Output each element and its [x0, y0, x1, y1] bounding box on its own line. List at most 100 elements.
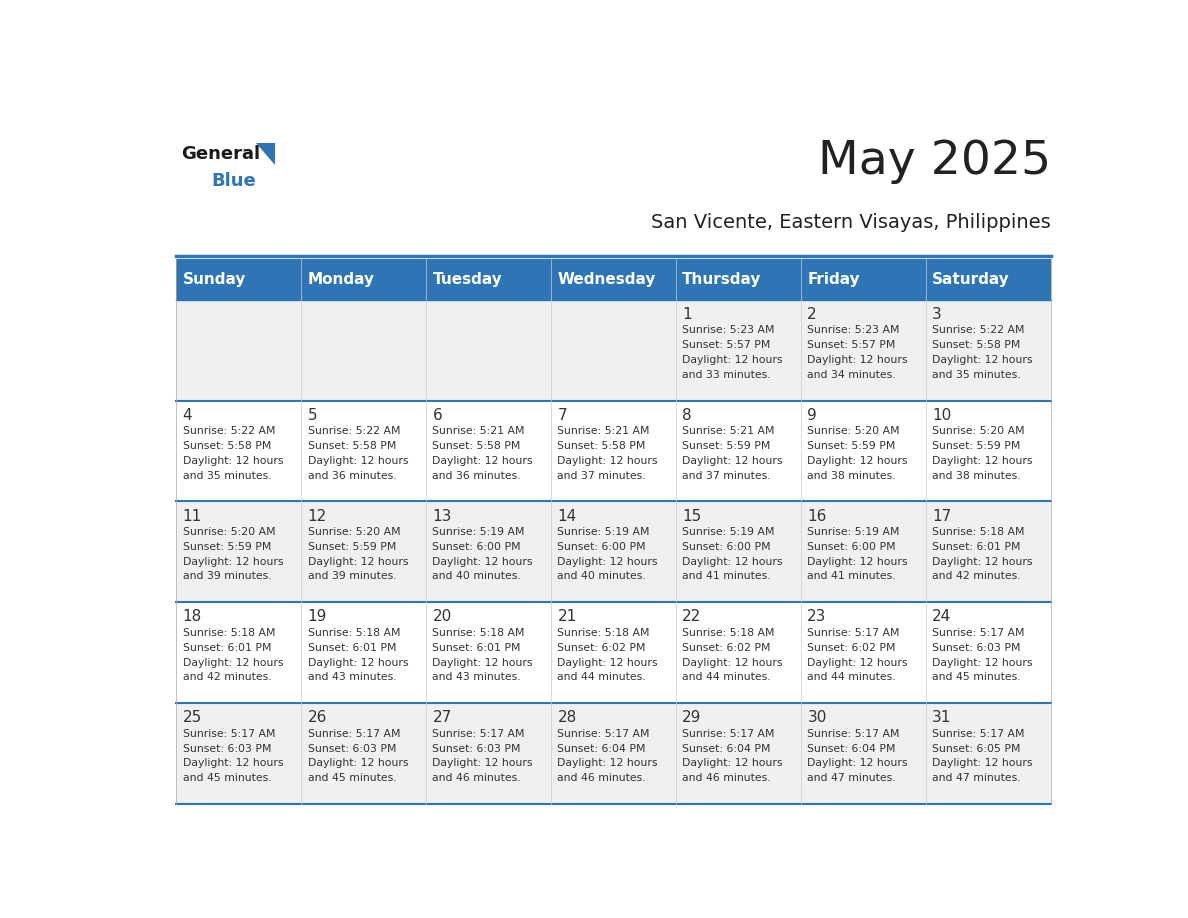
- Text: 10: 10: [933, 408, 952, 422]
- FancyBboxPatch shape: [301, 501, 426, 602]
- Text: Sunrise: 5:21 AM: Sunrise: 5:21 AM: [557, 426, 650, 436]
- FancyBboxPatch shape: [551, 703, 676, 804]
- FancyBboxPatch shape: [801, 703, 925, 804]
- Text: Sunset: 5:59 PM: Sunset: 5:59 PM: [682, 441, 771, 451]
- Text: Sunset: 6:00 PM: Sunset: 6:00 PM: [808, 542, 896, 552]
- Text: and 41 minutes.: and 41 minutes.: [682, 572, 771, 581]
- Text: Sunrise: 5:23 AM: Sunrise: 5:23 AM: [808, 325, 899, 335]
- Text: 25: 25: [183, 711, 202, 725]
- FancyBboxPatch shape: [551, 501, 676, 602]
- Text: Sunset: 6:01 PM: Sunset: 6:01 PM: [432, 643, 522, 653]
- FancyBboxPatch shape: [301, 602, 426, 703]
- Text: Daylight: 12 hours: Daylight: 12 hours: [682, 354, 783, 364]
- FancyBboxPatch shape: [801, 400, 925, 501]
- Text: Sunrise: 5:19 AM: Sunrise: 5:19 AM: [432, 527, 525, 537]
- Text: Daylight: 12 hours: Daylight: 12 hours: [183, 455, 283, 465]
- Text: Sunrise: 5:17 AM: Sunrise: 5:17 AM: [308, 729, 400, 739]
- Text: Sunrise: 5:19 AM: Sunrise: 5:19 AM: [682, 527, 775, 537]
- Text: and 46 minutes.: and 46 minutes.: [557, 773, 646, 783]
- Text: and 36 minutes.: and 36 minutes.: [432, 471, 522, 480]
- FancyBboxPatch shape: [426, 259, 551, 299]
- Text: Sunset: 5:59 PM: Sunset: 5:59 PM: [183, 542, 271, 552]
- Text: Sunrise: 5:17 AM: Sunrise: 5:17 AM: [183, 729, 276, 739]
- Text: Sunrise: 5:18 AM: Sunrise: 5:18 AM: [308, 628, 400, 638]
- Text: Sunset: 5:58 PM: Sunset: 5:58 PM: [557, 441, 646, 451]
- Text: Daylight: 12 hours: Daylight: 12 hours: [557, 657, 658, 667]
- Text: 8: 8: [682, 408, 691, 422]
- Text: Sunrise: 5:18 AM: Sunrise: 5:18 AM: [183, 628, 276, 638]
- Text: Daylight: 12 hours: Daylight: 12 hours: [808, 455, 908, 465]
- Text: Daylight: 12 hours: Daylight: 12 hours: [682, 455, 783, 465]
- Text: Daylight: 12 hours: Daylight: 12 hours: [308, 657, 407, 667]
- Text: and 33 minutes.: and 33 minutes.: [682, 370, 771, 379]
- Text: Daylight: 12 hours: Daylight: 12 hours: [933, 354, 1032, 364]
- Text: and 45 minutes.: and 45 minutes.: [183, 773, 271, 783]
- Text: and 35 minutes.: and 35 minutes.: [183, 471, 271, 480]
- Text: Daylight: 12 hours: Daylight: 12 hours: [432, 758, 533, 768]
- Text: and 45 minutes.: and 45 minutes.: [933, 672, 1020, 682]
- Text: 21: 21: [557, 610, 576, 624]
- FancyBboxPatch shape: [801, 299, 925, 400]
- Text: Sunset: 5:58 PM: Sunset: 5:58 PM: [933, 340, 1020, 350]
- Text: 19: 19: [308, 610, 327, 624]
- FancyBboxPatch shape: [551, 602, 676, 703]
- Text: Daylight: 12 hours: Daylight: 12 hours: [933, 758, 1032, 768]
- Text: and 47 minutes.: and 47 minutes.: [808, 773, 896, 783]
- Text: Daylight: 12 hours: Daylight: 12 hours: [557, 455, 658, 465]
- Text: Daylight: 12 hours: Daylight: 12 hours: [808, 657, 908, 667]
- FancyBboxPatch shape: [925, 501, 1051, 602]
- Text: Monday: Monday: [308, 272, 374, 286]
- Text: 27: 27: [432, 711, 451, 725]
- Text: Daylight: 12 hours: Daylight: 12 hours: [808, 758, 908, 768]
- Text: 29: 29: [682, 711, 702, 725]
- Text: Sunset: 6:04 PM: Sunset: 6:04 PM: [682, 744, 771, 754]
- FancyBboxPatch shape: [426, 400, 551, 501]
- FancyBboxPatch shape: [676, 501, 801, 602]
- Text: and 38 minutes.: and 38 minutes.: [933, 471, 1020, 480]
- Text: 6: 6: [432, 408, 442, 422]
- FancyBboxPatch shape: [426, 501, 551, 602]
- FancyBboxPatch shape: [925, 299, 1051, 400]
- Text: Friday: Friday: [808, 272, 860, 286]
- Text: and 41 minutes.: and 41 minutes.: [808, 572, 896, 581]
- Text: San Vicente, Eastern Visayas, Philippines: San Vicente, Eastern Visayas, Philippine…: [651, 213, 1051, 231]
- FancyBboxPatch shape: [176, 259, 301, 299]
- Text: Daylight: 12 hours: Daylight: 12 hours: [557, 758, 658, 768]
- Text: Sunrise: 5:20 AM: Sunrise: 5:20 AM: [808, 426, 901, 436]
- Text: 7: 7: [557, 408, 567, 422]
- Text: 23: 23: [808, 610, 827, 624]
- Text: and 40 minutes.: and 40 minutes.: [557, 572, 646, 581]
- Text: Sunset: 6:00 PM: Sunset: 6:00 PM: [432, 542, 522, 552]
- Text: Daylight: 12 hours: Daylight: 12 hours: [308, 758, 407, 768]
- FancyBboxPatch shape: [801, 259, 925, 299]
- Text: Sunset: 6:01 PM: Sunset: 6:01 PM: [933, 542, 1020, 552]
- FancyBboxPatch shape: [176, 501, 301, 602]
- Text: 11: 11: [183, 509, 202, 523]
- Text: Daylight: 12 hours: Daylight: 12 hours: [682, 657, 783, 667]
- Text: 26: 26: [308, 711, 327, 725]
- Text: Sunrise: 5:23 AM: Sunrise: 5:23 AM: [682, 325, 775, 335]
- FancyBboxPatch shape: [676, 703, 801, 804]
- Text: 15: 15: [682, 509, 702, 523]
- Text: Thursday: Thursday: [682, 272, 762, 286]
- Text: Daylight: 12 hours: Daylight: 12 hours: [808, 354, 908, 364]
- Text: Sunrise: 5:17 AM: Sunrise: 5:17 AM: [682, 729, 775, 739]
- Text: 13: 13: [432, 509, 451, 523]
- Text: Sunset: 6:01 PM: Sunset: 6:01 PM: [183, 643, 271, 653]
- Text: Sunset: 6:03 PM: Sunset: 6:03 PM: [933, 643, 1020, 653]
- Text: 14: 14: [557, 509, 576, 523]
- Text: Sunset: 5:57 PM: Sunset: 5:57 PM: [808, 340, 896, 350]
- Text: Sunrise: 5:22 AM: Sunrise: 5:22 AM: [183, 426, 276, 436]
- Text: Sunrise: 5:22 AM: Sunrise: 5:22 AM: [308, 426, 400, 436]
- Text: Daylight: 12 hours: Daylight: 12 hours: [557, 556, 658, 566]
- Text: General: General: [181, 145, 260, 163]
- Text: and 36 minutes.: and 36 minutes.: [308, 471, 396, 480]
- Text: Sunrise: 5:17 AM: Sunrise: 5:17 AM: [933, 729, 1025, 739]
- Text: Sunset: 6:02 PM: Sunset: 6:02 PM: [557, 643, 646, 653]
- FancyBboxPatch shape: [925, 703, 1051, 804]
- FancyBboxPatch shape: [301, 259, 426, 299]
- FancyBboxPatch shape: [551, 299, 676, 400]
- Text: Sunset: 5:58 PM: Sunset: 5:58 PM: [183, 441, 271, 451]
- Text: Sunset: 6:00 PM: Sunset: 6:00 PM: [557, 542, 646, 552]
- Text: and 38 minutes.: and 38 minutes.: [808, 471, 896, 480]
